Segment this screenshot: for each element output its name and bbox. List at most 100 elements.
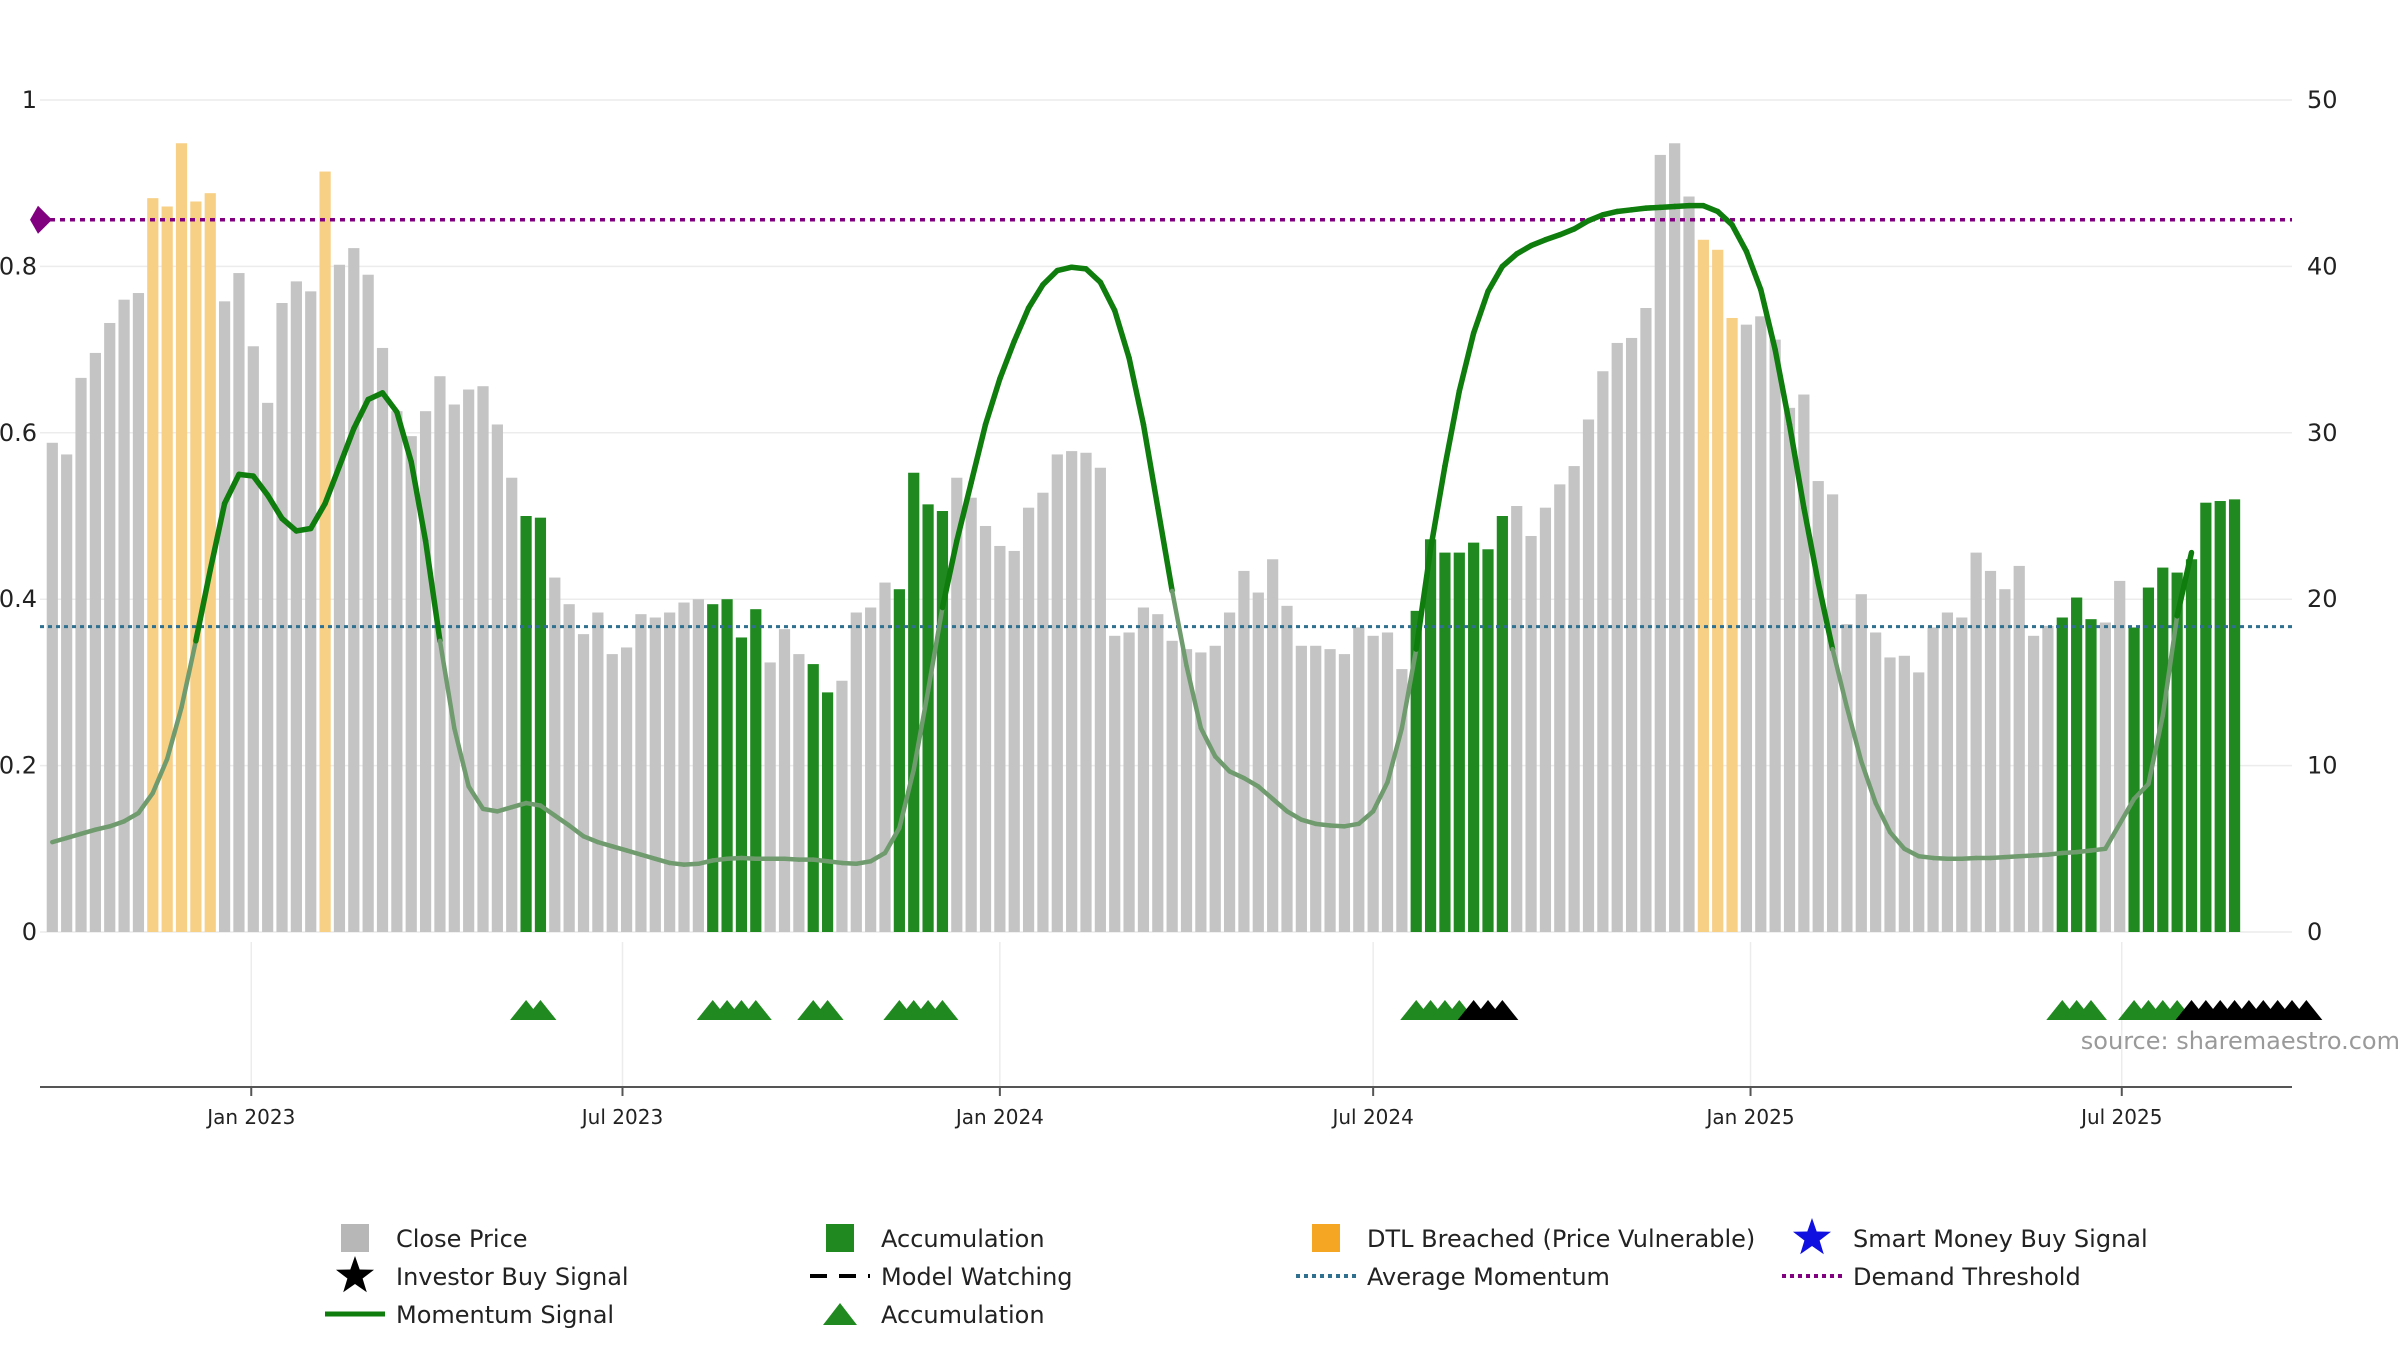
price-bar xyxy=(1826,494,1839,932)
price-bar xyxy=(1238,570,1250,932)
momentum-segment xyxy=(379,390,400,415)
momentum-segment xyxy=(1442,388,1463,469)
momentum-segment xyxy=(509,800,529,810)
momentum-segment xyxy=(1227,769,1247,781)
legend-item: Average Momentum xyxy=(1296,1263,1610,1291)
legend-label: Accumulation xyxy=(881,1301,1045,1329)
momentum-segment xyxy=(724,855,744,862)
legend-label: Investor Buy Signal xyxy=(396,1263,629,1291)
price-bar xyxy=(1841,624,1853,932)
momentum-segment xyxy=(1859,759,1878,806)
momentum-segment xyxy=(997,338,1017,382)
price-bar xyxy=(1884,657,1896,932)
momentum-segment xyxy=(1313,821,1333,828)
price-bar xyxy=(61,454,73,932)
price-bar xyxy=(1166,640,1178,932)
momentum-segment xyxy=(1815,579,1836,652)
accumulation-bar xyxy=(2142,587,2155,932)
momentum-segment xyxy=(897,767,916,831)
momentum-segment xyxy=(653,856,672,866)
investor-buy-marker xyxy=(1486,1000,1519,1020)
momentum-segment xyxy=(1370,779,1390,814)
momentum-segment xyxy=(882,825,902,856)
momentum-segment xyxy=(2074,848,2094,855)
price-bar xyxy=(1625,337,1638,932)
price-bar xyxy=(1037,492,1049,932)
price-bar xyxy=(1525,535,1537,932)
momentum-segment xyxy=(1356,809,1376,827)
momentum-segment xyxy=(1959,855,1979,862)
momentum-segment xyxy=(2131,781,2151,802)
momentum-segment xyxy=(1169,588,1189,669)
accumulation-bar xyxy=(893,589,905,932)
price-bar xyxy=(1812,481,1824,932)
price-bar xyxy=(1008,550,1020,932)
momentum-segment xyxy=(581,834,601,845)
legend-label: Smart Money Buy Signal xyxy=(1853,1225,2148,1253)
momentum-segment xyxy=(307,500,328,532)
momentum-segment xyxy=(1025,281,1046,311)
x-axis-tick-label: Jan 2023 xyxy=(205,1105,295,1129)
price-bar xyxy=(649,617,661,932)
right-axis-tick-label: 0 xyxy=(2307,918,2322,946)
momentum-segment xyxy=(179,638,199,710)
x-axis-tick-label: Jan 2024 xyxy=(954,1105,1044,1129)
momentum-segment xyxy=(839,860,859,867)
momentum-segment xyxy=(1456,330,1477,394)
price-bar xyxy=(218,301,231,932)
momentum-segment xyxy=(1427,463,1448,553)
momentum-segment xyxy=(566,823,586,839)
accumulation-bar xyxy=(2171,572,2183,932)
momentum-segment xyxy=(1327,823,1347,829)
price-bar xyxy=(1898,655,1910,932)
price-bar xyxy=(1051,454,1063,932)
price-bar xyxy=(1798,394,1810,932)
accumulation-bar xyxy=(2185,559,2198,932)
reference-lines xyxy=(30,205,2292,629)
price-bar xyxy=(1281,605,1293,932)
momentum-segment xyxy=(968,421,989,486)
price-bar xyxy=(1941,612,1954,932)
x-axis-tick-label: Jul 2023 xyxy=(580,1105,663,1129)
accumulation-marker xyxy=(739,1000,772,1020)
price-bar xyxy=(247,346,259,933)
accumulation-bar xyxy=(936,511,949,932)
momentum-segment xyxy=(1844,705,1864,764)
left-axis-tick-label: 0.4 xyxy=(0,585,37,613)
price-bar xyxy=(1769,339,1781,933)
accumulation-bar xyxy=(821,692,834,932)
momentum-segment xyxy=(2088,846,2108,853)
accumulation-bar xyxy=(520,516,532,932)
legend-item: Accumulation xyxy=(826,1224,1045,1253)
momentum-segment xyxy=(2060,849,2079,856)
price-bar xyxy=(793,654,805,932)
momentum-segment xyxy=(480,806,500,814)
momentum-segment xyxy=(2117,796,2137,827)
momentum-segment xyxy=(710,856,730,863)
momentum-segment xyxy=(825,859,845,866)
price-bar xyxy=(1597,371,1609,932)
price-bar xyxy=(1654,154,1666,933)
momentum-segment xyxy=(911,688,931,773)
momentum-segment xyxy=(854,859,873,867)
momentum-segment xyxy=(2160,613,2180,718)
price-bar xyxy=(1927,627,1939,932)
right-axis-tick-label: 30 xyxy=(2307,419,2338,447)
momentum-segment xyxy=(868,850,888,864)
momentum-segment xyxy=(1988,854,2008,861)
legend-item: Close Price xyxy=(341,1224,528,1253)
price-bar xyxy=(419,411,432,933)
price-bar xyxy=(1209,645,1221,932)
x-axis-tick-label: Jan 2025 xyxy=(1704,1105,1794,1129)
momentum-segment xyxy=(1284,809,1304,822)
accumulation-marker xyxy=(2075,1000,2108,1020)
accumulation-bar xyxy=(1482,549,1494,932)
price-bar xyxy=(979,525,992,932)
price-bar xyxy=(1324,649,1336,932)
price-bar xyxy=(1956,617,1968,932)
dtl-breached-bar xyxy=(1726,317,1738,932)
price-bar xyxy=(577,634,590,932)
momentum-segment xyxy=(1902,846,1921,859)
momentum-segment xyxy=(394,409,414,465)
